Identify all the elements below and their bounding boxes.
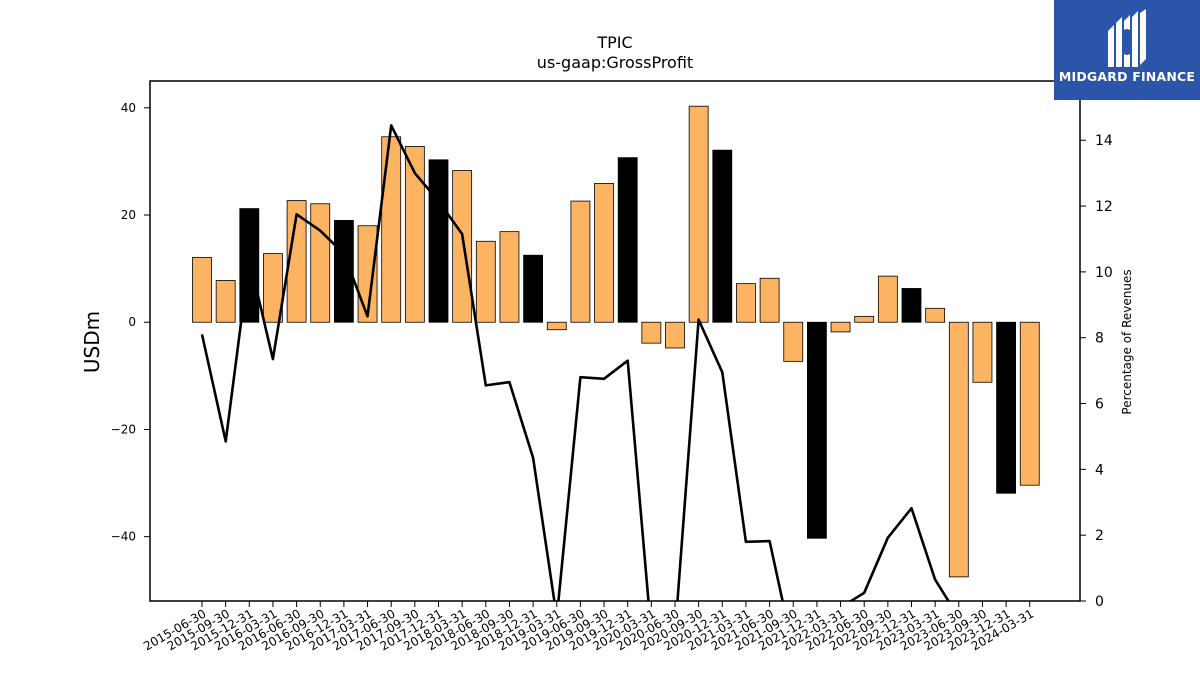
y2-axis-ticks: 0 2 4 6 8 10 12 14 [1080, 133, 1113, 610]
bar-2017-12-31 [428, 159, 449, 323]
bar-2022-03-31 [830, 321, 851, 333]
y2-tick-label: 8 [1095, 331, 1104, 347]
bar-2020-03-31 [641, 321, 662, 344]
bar-series [192, 105, 1040, 578]
bar-2020-06-30 [665, 321, 685, 349]
bar-2018-03-31 [452, 170, 473, 323]
bar-2018-12-31 [523, 254, 543, 323]
bar-2018-09-30 [499, 231, 520, 323]
bar-2020-12-31 [712, 149, 733, 323]
bar-2023-12-31 [996, 321, 1016, 494]
y2-tick-label: 2 [1095, 528, 1104, 544]
bar-2017-09-30 [404, 146, 425, 323]
y-tick-label: −40 [111, 530, 136, 544]
bar-2020-09-30 [688, 105, 709, 323]
bar-2022-12-31 [901, 288, 922, 323]
y-axis-label: USDm [80, 311, 104, 373]
bar-2022-06-30 [854, 315, 875, 323]
bar-2023-06-30 [948, 321, 969, 578]
y-axis-ticks: −40 −20 0 20 40 [111, 101, 150, 544]
bar-2019-09-30 [594, 182, 614, 323]
bar-2022-09-30 [877, 275, 898, 323]
y-tick-label: 0 [128, 315, 136, 329]
y2-tick-label: 6 [1095, 397, 1104, 413]
bar-2024-03-31 [1019, 321, 1040, 486]
y2-axis-label: Percentage of Revenues [1120, 269, 1134, 414]
chart-title: TPIC [596, 33, 632, 52]
bar-2021-06-30 [759, 277, 780, 323]
bar-2021-09-30 [783, 321, 804, 362]
y2-tick-label: 14 [1095, 133, 1113, 149]
bar-2016-03-31 [263, 253, 283, 323]
bar-2016-12-31 [333, 219, 354, 323]
y-tick-label: 40 [121, 101, 136, 115]
y2-tick-label: 12 [1095, 199, 1113, 215]
bar-2016-06-30 [286, 200, 307, 323]
bar-2016-09-30 [310, 203, 331, 323]
percentage-line [200, 124, 951, 601]
bar-2015-06-30 [192, 256, 212, 323]
brand-name: MIDGARD FINANCE [1058, 69, 1196, 84]
bar-2021-03-31 [736, 283, 756, 323]
bar-2015-09-30 [215, 280, 236, 323]
plot-frame [149, 80, 1081, 602]
bar-2017-06-30 [381, 136, 402, 323]
chart-subtitle: us-gaap:GrossProfit [537, 53, 693, 72]
y2-tick-label: 0 [1095, 594, 1104, 610]
y2-tick-label: 10 [1095, 265, 1113, 281]
bar-2023-03-31 [925, 307, 946, 323]
y-tick-label: 20 [121, 208, 136, 222]
brand-logo: MIDGARD FINANCE [1054, 0, 1200, 100]
bar-2018-06-30 [475, 240, 496, 323]
bar-2019-03-31 [546, 321, 567, 331]
bar-2017-03-31 [357, 225, 378, 323]
y2-tick-label: 4 [1095, 462, 1104, 478]
bar-2023-09-30 [972, 321, 993, 383]
percentage-line-series [200, 124, 951, 601]
midgard-logo-icon [1108, 9, 1146, 67]
x-axis-ticks: 2015-06-302015-09-302015-12-312016-03-31… [141, 601, 1036, 653]
bar-2019-12-31 [617, 157, 638, 323]
bar-2019-06-30 [570, 200, 591, 323]
bar-2021-12-31 [807, 321, 827, 539]
y-tick-label: −20 [111, 422, 136, 436]
